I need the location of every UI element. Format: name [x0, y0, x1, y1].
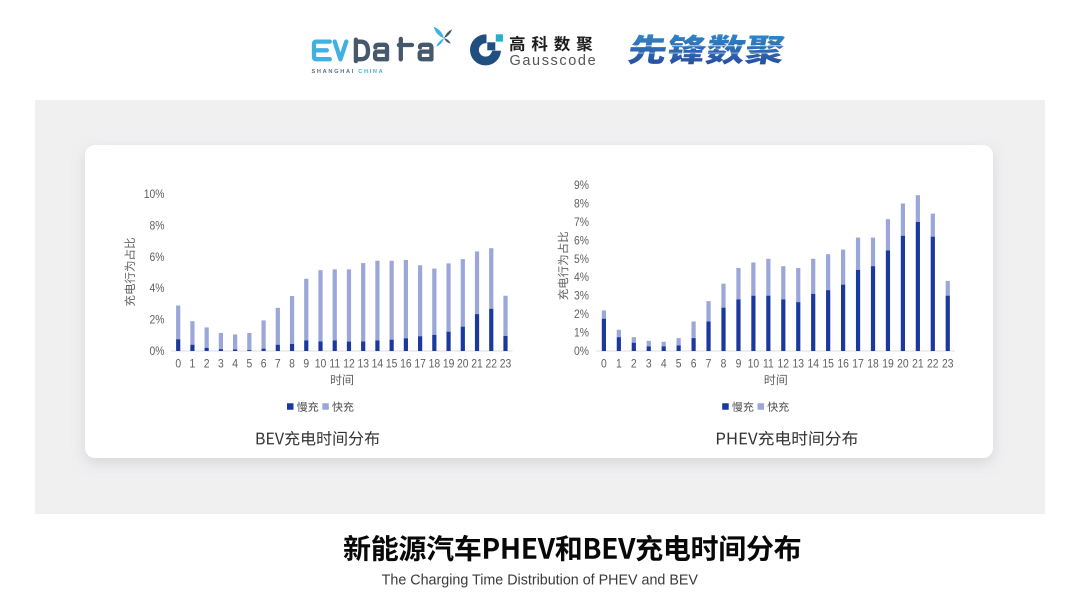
svg-text:16: 16 [837, 358, 849, 371]
svg-text:0%: 0% [150, 346, 165, 359]
svg-text:3%: 3% [574, 290, 589, 303]
svg-text:19: 19 [882, 358, 894, 371]
svg-text:20: 20 [897, 358, 909, 371]
svg-text:17: 17 [852, 358, 864, 371]
svg-text:6: 6 [691, 358, 697, 371]
svg-text:5: 5 [676, 358, 682, 371]
svg-text:4: 4 [232, 358, 238, 371]
svg-text:3: 3 [218, 358, 224, 371]
svg-text:10: 10 [748, 358, 760, 371]
svg-text:8: 8 [289, 358, 295, 371]
svg-text:9: 9 [736, 358, 742, 371]
svg-text:8%: 8% [574, 198, 589, 211]
svg-text:15: 15 [386, 358, 398, 371]
svg-text:13: 13 [792, 358, 804, 371]
svg-text:SHANGHAI CHINA: SHANGHAI CHINA [312, 69, 385, 75]
svg-text:10%: 10% [144, 189, 165, 202]
svg-text:12: 12 [343, 358, 355, 371]
svg-text:7%: 7% [574, 216, 589, 229]
svg-text:11: 11 [763, 358, 774, 371]
svg-text:11: 11 [329, 358, 340, 371]
svg-text:9%: 9% [574, 180, 589, 193]
svg-text:16: 16 [400, 358, 412, 371]
svg-text:12: 12 [778, 358, 790, 371]
svg-text:13: 13 [357, 358, 369, 371]
svg-text:The Charging Time Distribution: The Charging Time Distribution of PHEV a… [382, 573, 699, 589]
svg-text:4: 4 [661, 358, 667, 371]
svg-text:3: 3 [646, 358, 652, 371]
svg-text:0%: 0% [574, 346, 589, 359]
svg-text:0: 0 [175, 358, 181, 371]
svg-text:23: 23 [942, 358, 954, 371]
svg-text:18: 18 [429, 358, 441, 371]
svg-text:22: 22 [927, 358, 939, 371]
svg-text:23: 23 [500, 358, 512, 371]
svg-text:4%: 4% [574, 272, 589, 285]
svg-text:6%: 6% [574, 235, 589, 248]
svg-text:10: 10 [315, 358, 327, 371]
svg-text:21: 21 [471, 358, 483, 371]
svg-text:21: 21 [912, 358, 924, 371]
svg-text:2: 2 [204, 358, 210, 371]
svg-text:2: 2 [631, 358, 637, 371]
svg-text:22: 22 [486, 358, 498, 371]
svg-text:2%: 2% [150, 314, 165, 327]
svg-text:6: 6 [261, 358, 267, 371]
svg-text:17: 17 [414, 358, 426, 371]
svg-text:19: 19 [443, 358, 455, 371]
svg-text:7: 7 [275, 358, 281, 371]
svg-text:8: 8 [721, 358, 727, 371]
svg-text:8%: 8% [150, 220, 165, 233]
svg-text:14: 14 [372, 358, 384, 371]
svg-text:2%: 2% [574, 309, 589, 322]
svg-text:1: 1 [190, 358, 196, 371]
svg-text:9: 9 [303, 358, 309, 371]
svg-text:7: 7 [706, 358, 712, 371]
svg-text:20: 20 [457, 358, 469, 371]
svg-text:6%: 6% [150, 251, 165, 264]
svg-text:4%: 4% [150, 283, 165, 296]
svg-text:1: 1 [616, 358, 622, 371]
svg-text:15: 15 [822, 358, 834, 371]
svg-text:5: 5 [246, 358, 252, 371]
svg-text:1%: 1% [574, 327, 589, 340]
svg-text:14: 14 [807, 358, 819, 371]
svg-text:18: 18 [867, 358, 879, 371]
svg-text:Gausscode: Gausscode [510, 53, 598, 69]
svg-text:5%: 5% [574, 253, 589, 266]
svg-text:0: 0 [601, 358, 607, 371]
